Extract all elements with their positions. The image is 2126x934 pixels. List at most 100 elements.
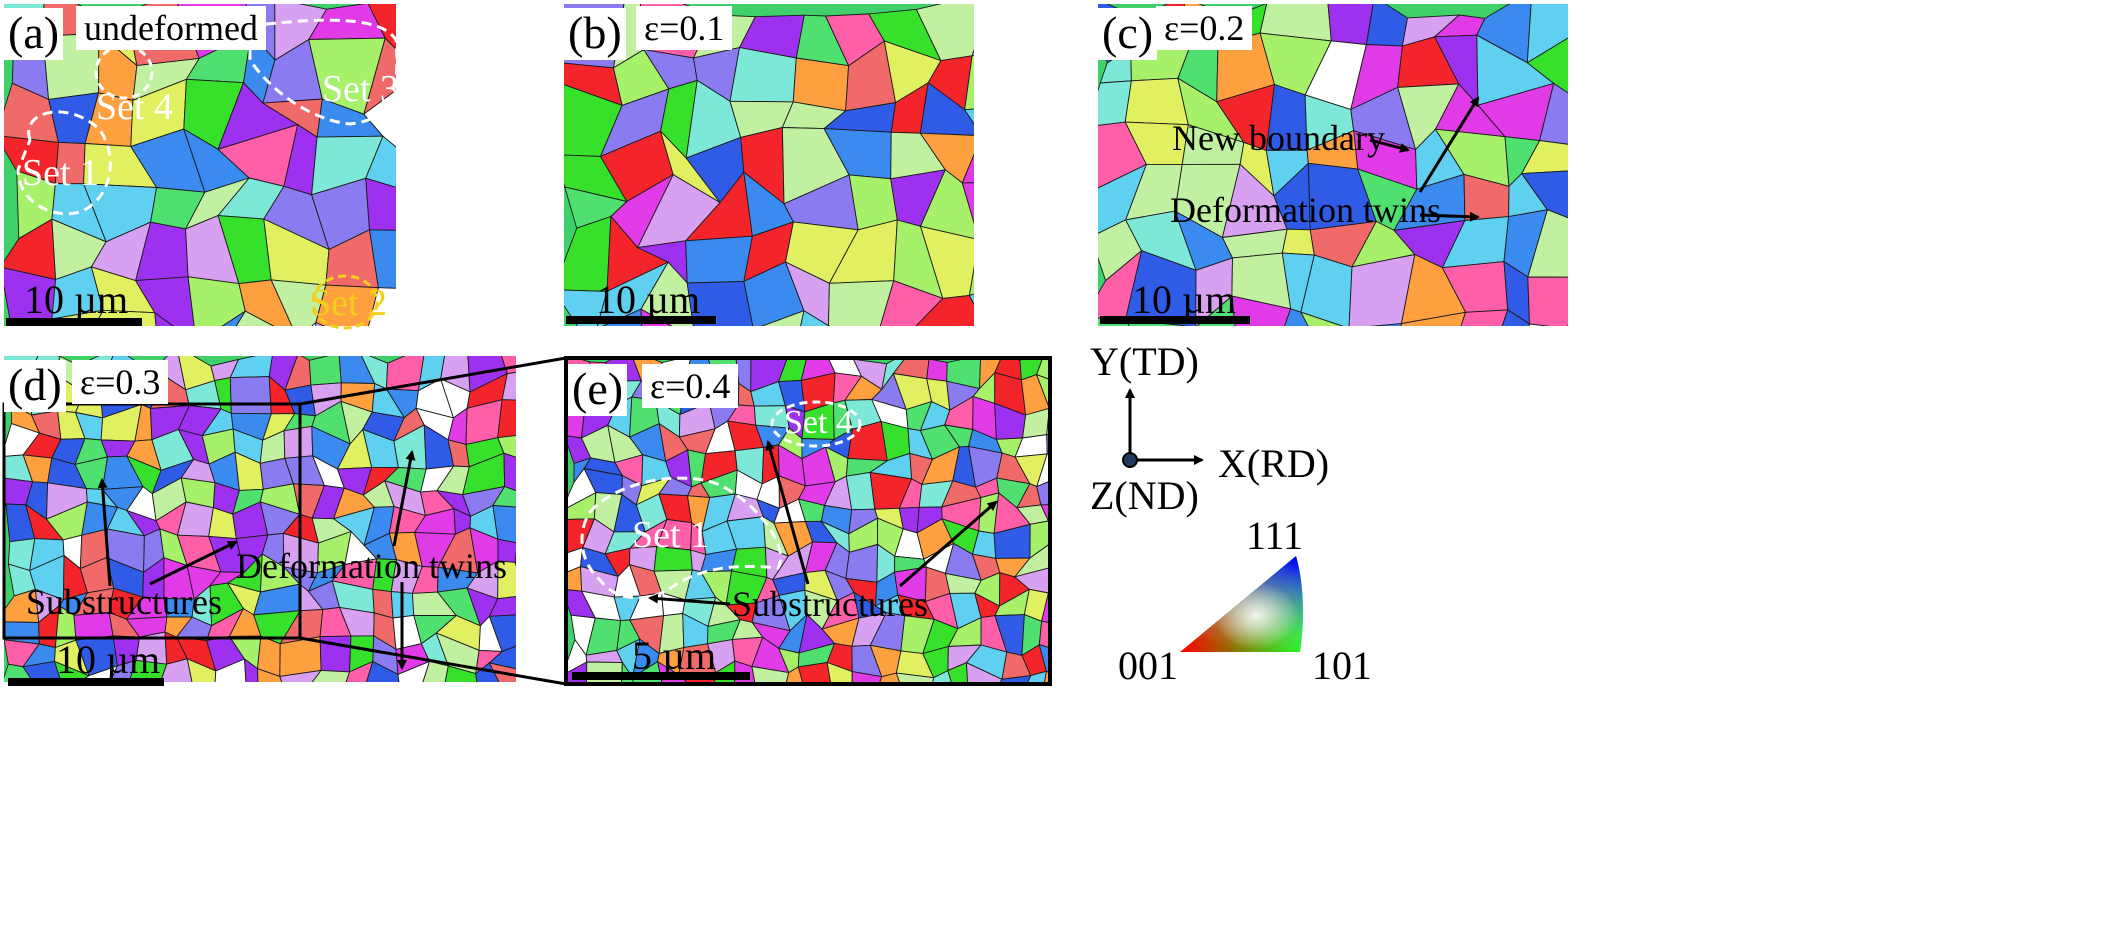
grain [279,636,322,677]
grain-field [4,356,516,682]
grain [1501,309,1530,326]
scale-bar-d [8,678,164,686]
x-axis-label: X(RD) [1218,441,1330,486]
strain-label-b: ε=0.1 [636,6,733,50]
z-axis-label: Z(ND) [1090,473,1199,518]
grain [828,280,895,326]
annotation-new-boundary: New boundary [1172,118,1385,158]
grain [915,295,974,326]
ipf-label-101: 101 [1312,643,1372,688]
grain [308,356,342,386]
scale-text-b: 10 µm [596,277,701,322]
strain-label-a: undeformed [76,6,266,50]
grain [971,49,974,57]
strain-label-e: ε=0.4 [642,364,739,408]
grain [1520,170,1568,219]
ebsd-map-strain-0-3 [4,356,516,682]
grain [109,659,137,682]
scale-bar-c [1100,316,1250,324]
grain [926,358,948,382]
set2-label-a: Set 2 [310,282,388,324]
grain [492,505,516,544]
grain [257,668,283,682]
grain [128,659,168,682]
grain [1400,311,1467,326]
grain-field [1098,4,1568,326]
grain [800,309,830,326]
ebsd-map-strain-0-2 [1098,4,1568,326]
grain [365,177,396,231]
grain [1539,82,1568,145]
grain [365,135,396,188]
grain [1526,37,1568,94]
grain [1527,209,1568,278]
grain [319,635,352,673]
scale-text-d: 10 µm [56,637,161,682]
grain [1567,324,1568,326]
grain [488,596,516,617]
grain [1284,308,1309,326]
grain [503,452,516,492]
grain [961,153,974,184]
grain [514,561,516,567]
scale-bar-e [572,672,750,680]
grain [1124,250,1197,326]
ipf-label-111: 111 [1246,513,1304,558]
grain [497,435,516,458]
grain [221,310,246,326]
grain [53,660,90,682]
ipf-label-001: 001 [1118,643,1178,688]
grain-field [564,4,974,326]
grain [186,658,217,682]
grain [1526,4,1568,64]
set3-label-a: Set 3 [322,68,400,110]
grain [229,376,272,415]
strain-label-d: ε=0.3 [72,360,169,404]
grain [1300,254,1353,326]
grain [134,276,195,326]
grain [685,235,753,284]
grain [1299,311,1344,326]
panel-label-c: (c) [1098,8,1158,60]
panel-label-a: (a) [4,8,64,60]
annotation-substructures-e: Substructures [732,584,928,624]
scale-text-c: 10 µm [1132,277,1237,322]
grain [159,658,193,682]
grain [368,229,396,289]
annotation-substructures-d: Substructures [26,582,222,622]
grain [961,182,974,225]
set4-label-e: Set 4 [784,404,853,441]
grain [1520,140,1568,175]
grain [1281,228,1315,256]
panel-label-d: (d) [4,360,66,412]
ipf-map-c [1098,4,1568,326]
ipf-map-d [4,356,516,682]
grain [963,108,974,125]
grain [4,663,34,682]
grain [1528,323,1551,326]
grain [214,658,247,682]
grain [1527,276,1568,326]
scale-text-a: 10 µm [24,277,129,322]
grain [879,280,944,326]
grain [1124,318,1190,326]
grain [640,261,694,326]
set4-label-a: Set 4 [96,86,174,128]
grain [514,551,516,563]
panel-label-b: (b) [564,8,626,60]
grain [390,591,415,619]
grain [968,266,974,297]
grain [968,293,974,306]
annotation-deformation-twins-c: Deformation twins [1170,190,1441,230]
ebsd-map-strain-0-1 [564,4,974,326]
grain [492,485,516,508]
grain [243,658,259,682]
ipf-map-b [564,4,974,326]
strain-label-c: ε=0.2 [1156,6,1253,50]
scale-text-e: 5 µm [632,633,717,678]
scale-bar-a [6,318,142,326]
grain [283,425,314,459]
grain [1460,309,1509,326]
grain [919,169,974,240]
scale-bar-b [566,316,716,324]
